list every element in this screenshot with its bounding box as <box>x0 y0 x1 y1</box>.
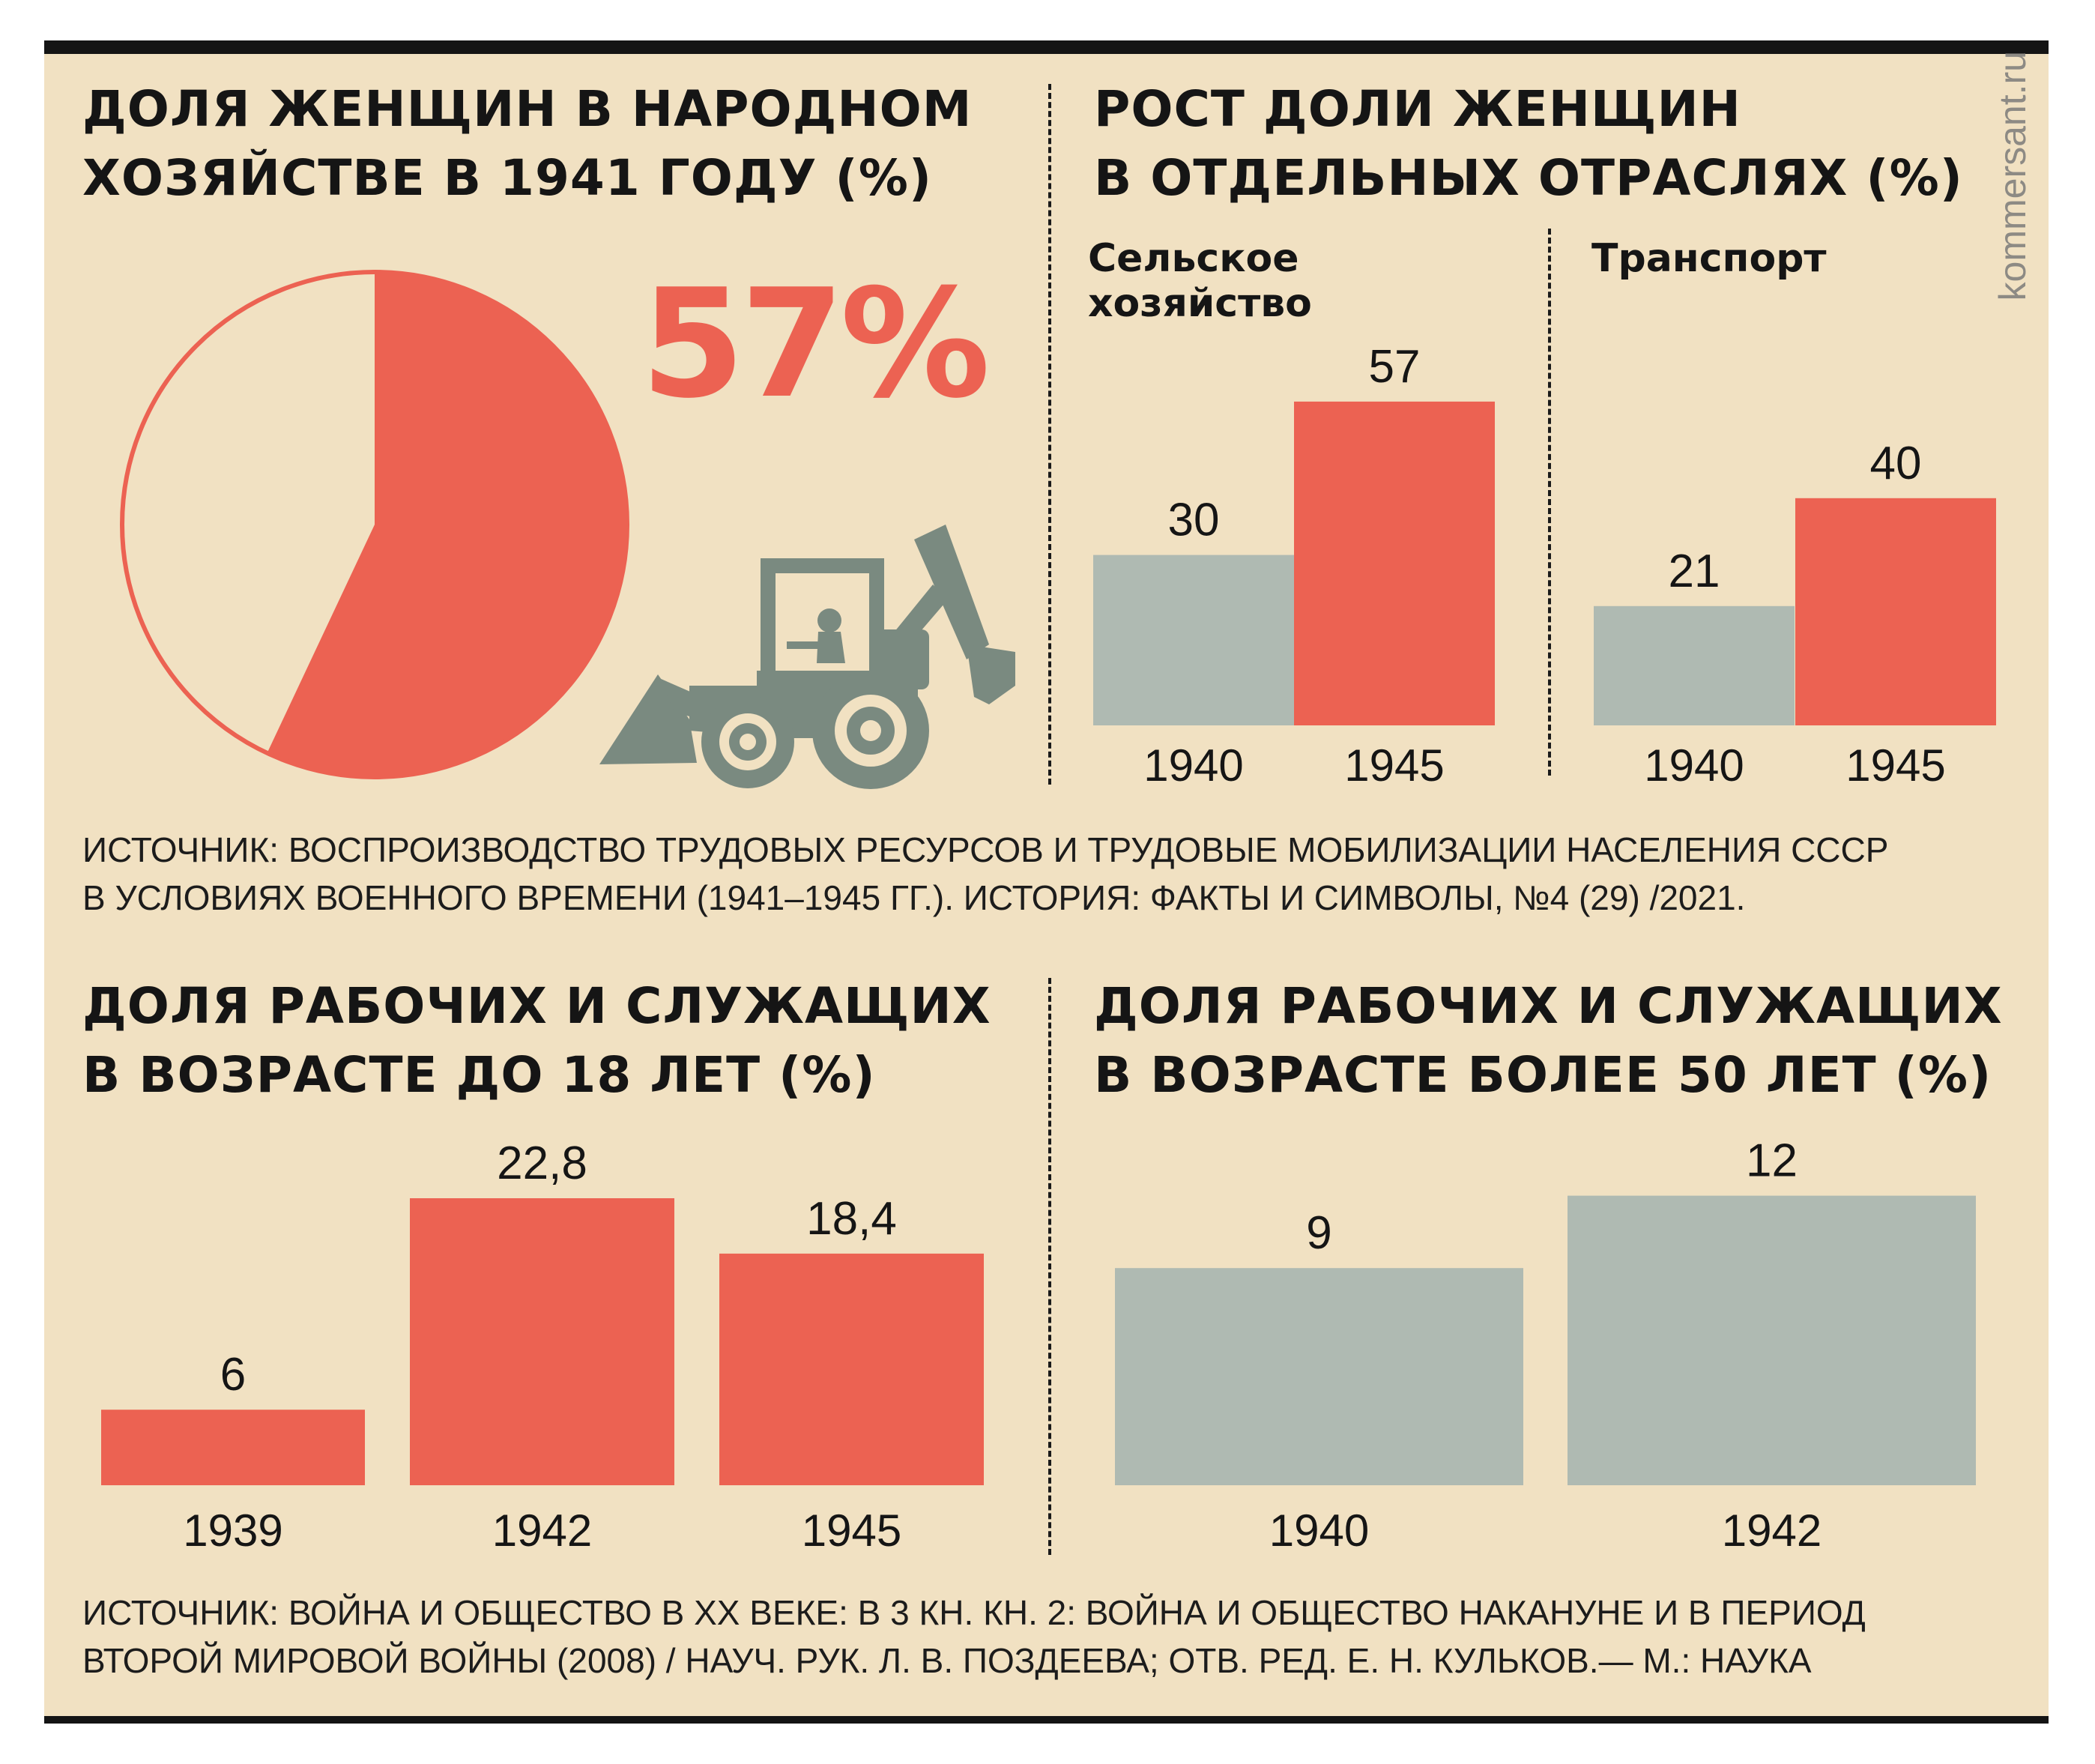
agri-subtitle-line2: хозяйство <box>1088 281 1312 326</box>
bar-chart-over50: 9 1940 12 1942 <box>1115 1135 1976 1556</box>
value-label-over50-1942: 12 <box>1746 1135 1798 1187</box>
bar-agri-1945 <box>1294 401 1495 725</box>
over50-title-line2: В ВОЗРАСТЕ БОЛЕЕ 50 ЛЕТ (%) <box>1094 1046 1992 1104</box>
value-label-agri-1945: 57 <box>1369 341 1421 393</box>
pie-outline <box>120 270 629 779</box>
category-label-transport-1940: 1940 <box>1644 740 1744 791</box>
value-label-agri-1940: 30 <box>1168 495 1220 546</box>
source-bottom-line2: ВТОРОЙ МИРОВОЙ ВОЙНЫ (2008) / НАУЧ. РУК.… <box>82 1641 1812 1680</box>
bar-chart-transport: 21 1940 40 1945 <box>1594 438 1996 791</box>
sectors-title-line2: В ОТДЕЛЬНЫХ ОТРАСЛЯХ (%) <box>1094 149 1963 207</box>
bar-under18-1945 <box>719 1253 984 1485</box>
category-label-over50-1940: 1940 <box>1269 1505 1369 1556</box>
bar-under18-1942 <box>410 1198 674 1485</box>
over50-title-line1: ДОЛЯ РАБОЧИХ И СЛУЖАЩИХ <box>1094 977 2003 1035</box>
source-bottom: ИСТОЧНИК: ВОЙНА И ОБЩЕСТВО В XX ВЕКЕ: В … <box>82 1589 1866 1685</box>
transport-subtitle: Транспорт <box>1591 236 1827 281</box>
sectors-title: РОСТ ДОЛИ ЖЕНЩИН В ОТДЕЛЬНЫХ ОТРАСЛЯХ (%… <box>1094 75 1963 213</box>
bar-charts: 30 1940 57 1945 21 1940 40 1945 6 1939 22,8 1942 18,… <box>101 341 1996 1556</box>
category-label-under18-1939: 1939 <box>183 1505 282 1556</box>
pie-title: ДОЛЯ ЖЕНЩИН В НАРОДНОМ ХОЗЯЙСТВЕ В 1941 … <box>82 75 972 213</box>
divider-bottom <box>1048 978 1051 1555</box>
pie-title-line1: ДОЛЯ ЖЕНЩИН В НАРОДНОМ <box>82 80 973 138</box>
source-top: ИСТОЧНИК: ВОСПРОИЗВОДСТВО ТРУДОВЫХ РЕСУР… <box>82 826 1888 922</box>
value-label-under18-1942: 22,8 <box>497 1138 587 1189</box>
category-label-over50-1942: 1942 <box>1722 1505 1822 1556</box>
bar-over50-1942 <box>1568 1195 1976 1485</box>
category-label-under18-1942: 1942 <box>492 1505 592 1556</box>
bar-over50-1940 <box>1115 1268 1523 1485</box>
bar-transport-1940 <box>1594 605 1795 725</box>
category-label-transport-1945: 1945 <box>1845 740 1945 791</box>
under18-title: ДОЛЯ РАБОЧИХ И СЛУЖАЩИХ В ВОЗРАСТЕ ДО 18… <box>82 972 991 1110</box>
divider-sectors <box>1548 229 1551 776</box>
bar-chart-agri: 30 1940 57 1945 <box>1093 341 1495 791</box>
value-label-transport-1945: 40 <box>1870 438 1922 489</box>
value-label-under18-1939: 6 <box>220 1349 246 1401</box>
pie-chart <box>120 270 629 779</box>
pie-title-line2: ХОЗЯЙСТВЕ В 1941 ГОДУ (%) <box>82 149 932 207</box>
source-bottom-line1: ИСТОЧНИК: ВОЙНА И ОБЩЕСТВО В XX ВЕКЕ: В … <box>82 1593 1866 1632</box>
transport-subtitle-label: Транспорт <box>1591 236 1827 281</box>
divider-top <box>1048 84 1051 785</box>
bar-transport-1945 <box>1795 498 1996 725</box>
bar-under18-1939 <box>101 1410 365 1485</box>
source-top-line1: ИСТОЧНИК: ВОСПРОИЗВОДСТВО ТРУДОВЫХ РЕСУР… <box>82 830 1889 869</box>
under18-title-line1: ДОЛЯ РАБОЧИХ И СЛУЖАЩИХ <box>82 977 991 1035</box>
pie-big-value: 57% <box>641 257 991 432</box>
top-rule <box>44 40 2049 54</box>
source-top-line2: В УСЛОВИЯХ ВОЕННОГО ВРЕМЕНИ (1941–1945 Г… <box>82 878 1746 917</box>
category-label-agri-1940: 1940 <box>1143 740 1243 791</box>
over50-title: ДОЛЯ РАБОЧИХ И СЛУЖАЩИХ В ВОЗРАСТЕ БОЛЕЕ… <box>1094 972 2003 1110</box>
pie-slice-women <box>267 272 628 777</box>
agri-subtitle-line1: Сельское <box>1088 236 1299 281</box>
backhoe-loader-icon <box>599 525 1015 789</box>
value-label-under18-1945: 18,4 <box>806 1193 897 1245</box>
category-label-under18-1945: 1945 <box>802 1505 901 1556</box>
bottom-rule <box>44 1716 2049 1724</box>
under18-title-line2: В ВОЗРАСТЕ ДО 18 ЛЕТ (%) <box>82 1046 876 1104</box>
value-label-transport-1940: 21 <box>1669 546 1720 597</box>
agri-subtitle: Сельское хозяйство <box>1088 236 1312 326</box>
bar-agri-1940 <box>1093 555 1294 725</box>
category-label-agri-1945: 1945 <box>1344 740 1444 791</box>
bar-chart-under18: 6 1939 22,8 1942 18,4 1945 <box>101 1138 984 1556</box>
sectors-title-line1: РОСТ ДОЛИ ЖЕНЩИН <box>1094 80 1741 138</box>
value-label-over50-1940: 9 <box>1306 1207 1331 1259</box>
